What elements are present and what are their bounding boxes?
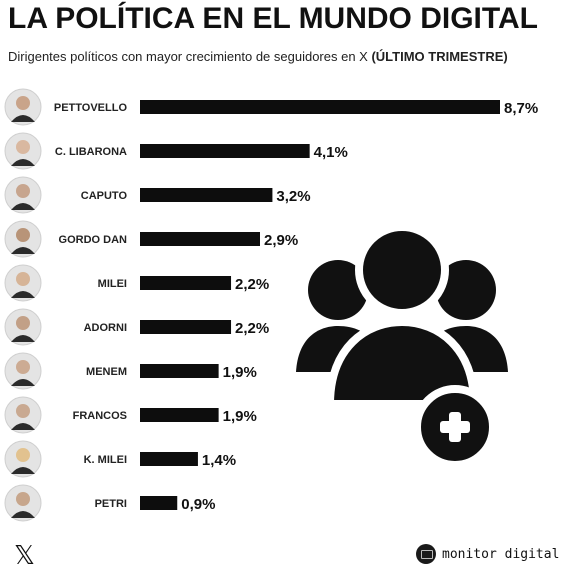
- brand-name: monitor digital: [442, 546, 560, 562]
- x-logo-icon: 𝕏: [14, 541, 35, 571]
- category-label: MILEI: [98, 278, 127, 290]
- category-label: MENEM: [86, 366, 127, 378]
- person-photo-icon: [16, 228, 30, 242]
- avatar-body: [11, 379, 35, 386]
- avatar-body: [11, 291, 35, 298]
- bar: [140, 320, 232, 334]
- value-label: 1,9%: [223, 364, 257, 381]
- avatar-body: [11, 335, 35, 342]
- bar: [140, 188, 273, 202]
- avatar-body: [11, 423, 35, 430]
- person-photo-icon: [16, 404, 30, 418]
- subtitle-main: Dirigentes políticos con mayor crecimien…: [8, 49, 372, 64]
- category-label: ADORNI: [84, 322, 127, 334]
- page-subtitle: Dirigentes políticos con mayor crecimien…: [8, 49, 508, 64]
- person-photo-icon: [16, 448, 30, 462]
- category-label: PETRI: [95, 498, 127, 510]
- person-photo-icon: [16, 316, 30, 330]
- bar: [140, 496, 178, 510]
- category-label: FRANCOS: [73, 410, 127, 422]
- avatar-body: [11, 511, 35, 518]
- avatar-body: [11, 203, 35, 210]
- category-label: GORDO DAN: [59, 234, 128, 246]
- avatar: [4, 176, 42, 214]
- value-label: 2,9%: [264, 232, 298, 249]
- category-label: PETTOVELLO: [54, 102, 128, 114]
- value-label: 3,2%: [276, 188, 310, 205]
- avatar-body: [11, 159, 35, 166]
- person-photo-icon: [16, 184, 30, 198]
- page-title: LA POLÍTICA EN EL MUNDO DIGITAL: [8, 2, 538, 35]
- person-photo-icon: [16, 272, 30, 286]
- brand: monitor digital: [416, 544, 559, 564]
- avatar: [4, 88, 42, 126]
- value-label: 8,7%: [504, 100, 538, 117]
- avatar: [4, 220, 42, 258]
- category-label: CAPUTO: [81, 190, 128, 202]
- chart-rows: PETTOVELLO 8,7% C. LIBARONA 4,1% CAPUTO 3,2% G…: [4, 88, 538, 522]
- avatar-body: [11, 115, 35, 122]
- avatar: [4, 396, 42, 434]
- bar: [140, 232, 260, 246]
- monitor-icon: [416, 544, 436, 564]
- avatar: [4, 440, 42, 478]
- avatar: [4, 352, 42, 390]
- bar: [140, 276, 232, 290]
- value-label: 1,9%: [223, 408, 257, 425]
- value-label: 2,2%: [235, 276, 269, 293]
- avatar-body: [11, 247, 35, 254]
- avatar: [4, 132, 42, 170]
- bar: [140, 452, 198, 466]
- person-photo-icon: [16, 140, 30, 154]
- bar: [140, 408, 219, 422]
- bar: [140, 100, 500, 114]
- value-label: 4,1%: [314, 144, 348, 161]
- category-label: C. LIBARONA: [55, 146, 127, 158]
- subtitle-period: (ÚLTIMO TRIMESTRE): [371, 49, 508, 64]
- category-label: K. MILEI: [84, 454, 127, 466]
- value-label: 2,2%: [235, 320, 269, 337]
- add-group-icon: [296, 223, 508, 469]
- avatar: [4, 484, 42, 522]
- avatar: [4, 264, 42, 302]
- bar: [140, 144, 310, 158]
- bar: [140, 364, 219, 378]
- avatar: [4, 308, 42, 346]
- avatar-body: [11, 467, 35, 474]
- person-photo-icon: [16, 492, 30, 506]
- person-photo-icon: [16, 360, 30, 374]
- value-label: 1,4%: [202, 452, 236, 469]
- value-label: 0,9%: [181, 496, 215, 513]
- person-photo-icon: [16, 96, 30, 110]
